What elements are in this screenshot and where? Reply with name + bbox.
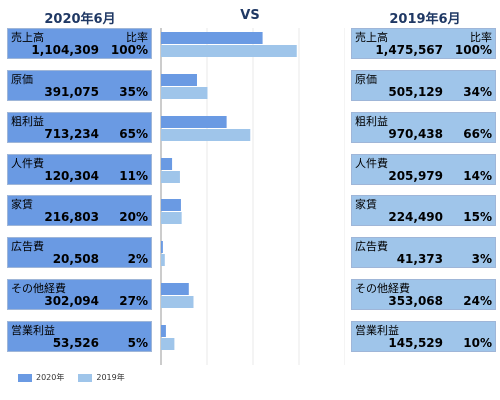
metric-label: 人件費 [355,157,388,170]
ratio-header: 比率 [126,31,148,44]
bar-2019 [161,212,182,224]
bar-2020 [161,74,197,86]
legend-swatch-2019 [78,373,93,382]
metric-value: 145,529 [388,336,443,350]
metric-label: その他経費 [355,282,410,295]
bar-2020 [161,199,181,211]
metric-ratio: 24% [463,294,492,308]
metric-value: 224,490 [388,210,443,224]
metric-label: 広告費 [11,240,44,253]
metric-label: 粗利益 [355,115,388,128]
metric-value: 205,979 [388,169,443,183]
metric-label: 粗利益 [11,115,44,128]
metric-cell-2020: 人件費 120,304 11% [7,154,152,185]
metric-ratio: 66% [463,127,492,141]
legend-item-2019: 2019年 [78,372,125,383]
bar-2020 [161,158,173,170]
panel-2019: 売上高 比率 1,475,567 100% 原価 505,129 34% 粗利益 970,438… [351,28,496,363]
metric-cell-2019: 家賃 224,490 15% [351,195,496,226]
metric-value: 302,094 [44,294,99,308]
ratio-header: 比率 [470,31,492,44]
metric-value: 20,508 [52,252,99,266]
metric-label: 人件費 [11,157,44,170]
bar-2020 [161,241,163,253]
metric-cell-2019: 売上高 比率 1,475,567 100% [351,28,496,59]
bar-2019 [161,254,165,266]
metric-value: 970,438 [388,127,443,141]
metric-ratio: 100% [110,43,148,57]
metric-cell-2019: その他経費 353,068 24% [351,279,496,310]
metric-ratio: 65% [119,127,148,141]
metric-ratio: 14% [463,169,492,183]
metric-ratio: 10% [463,336,492,350]
metric-cell-2020: 広告費 20,508 2% [7,237,152,268]
metric-ratio: 5% [127,336,148,350]
legend-label-2019: 2019年 [96,373,125,382]
metric-value: 1,475,567 [375,43,443,57]
legend-label-2020: 2020年 [36,373,65,382]
metric-ratio: 34% [463,85,492,99]
metric-cell-2019: 営業利益 145,529 10% [351,321,496,352]
bar-2019 [161,171,180,183]
metric-value: 216,803 [44,210,99,224]
metric-label: 広告費 [355,240,388,253]
metric-ratio: 3% [471,252,492,266]
bar-2020 [161,116,227,128]
metric-label: その他経費 [11,282,66,295]
metric-value: 1,104,309 [31,43,99,57]
metric-ratio: 27% [119,294,148,308]
metric-cell-2020: その他経費 302,094 27% [7,279,152,310]
metric-ratio: 11% [119,169,148,183]
metric-value: 353,068 [388,294,443,308]
metric-cell-2020: 家賃 216,803 20% [7,195,152,226]
header-2019: 2019年6月 [389,12,461,27]
metric-ratio: 15% [463,210,492,224]
metric-value: 713,234 [44,127,99,141]
metric-cell-2020: 粗利益 713,234 65% [7,112,152,143]
metric-cell-2019: 人件費 205,979 14% [351,154,496,185]
metric-value: 505,129 [388,85,443,99]
metric-value: 391,075 [44,85,99,99]
metric-cell-2020: 営業利益 53,526 5% [7,321,152,352]
bar-2020 [161,32,263,44]
metric-label: 売上高 [11,31,44,44]
metric-label: 営業利益 [11,324,55,337]
metric-cell-2019: 粗利益 970,438 66% [351,112,496,143]
metric-ratio: 2% [127,252,148,266]
metric-ratio: 100% [454,43,492,57]
bar-2020 [161,283,189,295]
legend: 2020年 2019年 [18,372,139,383]
metric-label: 原価 [355,73,377,86]
metric-label: 営業利益 [355,324,399,337]
header-2020: 2020年6月 [44,12,116,27]
bar-2019 [161,87,208,99]
metric-cell-2020: 原価 391,075 35% [7,70,152,101]
panel-2020: 売上高 比率 1,104,309 100% 原価 391,075 35% 粗利益 713,234… [7,28,152,363]
metric-cell-2020: 売上高 比率 1,104,309 100% [7,28,152,59]
metric-value: 53,526 [52,336,99,350]
metric-cell-2019: 広告費 41,373 3% [351,237,496,268]
bar-2020 [161,325,166,337]
legend-item-2020: 2020年 [18,372,64,383]
metric-label: 家賃 [355,198,377,211]
header-vs: VS [240,8,260,23]
metric-label: 家賃 [11,198,33,211]
legend-swatch-2020 [18,373,32,382]
metric-ratio: 35% [119,85,148,99]
metric-value: 120,304 [44,169,99,183]
metric-ratio: 20% [119,210,148,224]
bar-2019 [161,129,251,141]
metric-label: 原価 [11,73,33,86]
metric-label: 売上高 [355,31,388,44]
metric-cell-2019: 原価 505,129 34% [351,70,496,101]
bar-2019 [161,338,175,350]
bar-2019 [161,45,297,57]
metric-value: 41,373 [396,252,443,266]
comparison-bar-chart [160,28,345,365]
bar-2019 [161,296,194,308]
